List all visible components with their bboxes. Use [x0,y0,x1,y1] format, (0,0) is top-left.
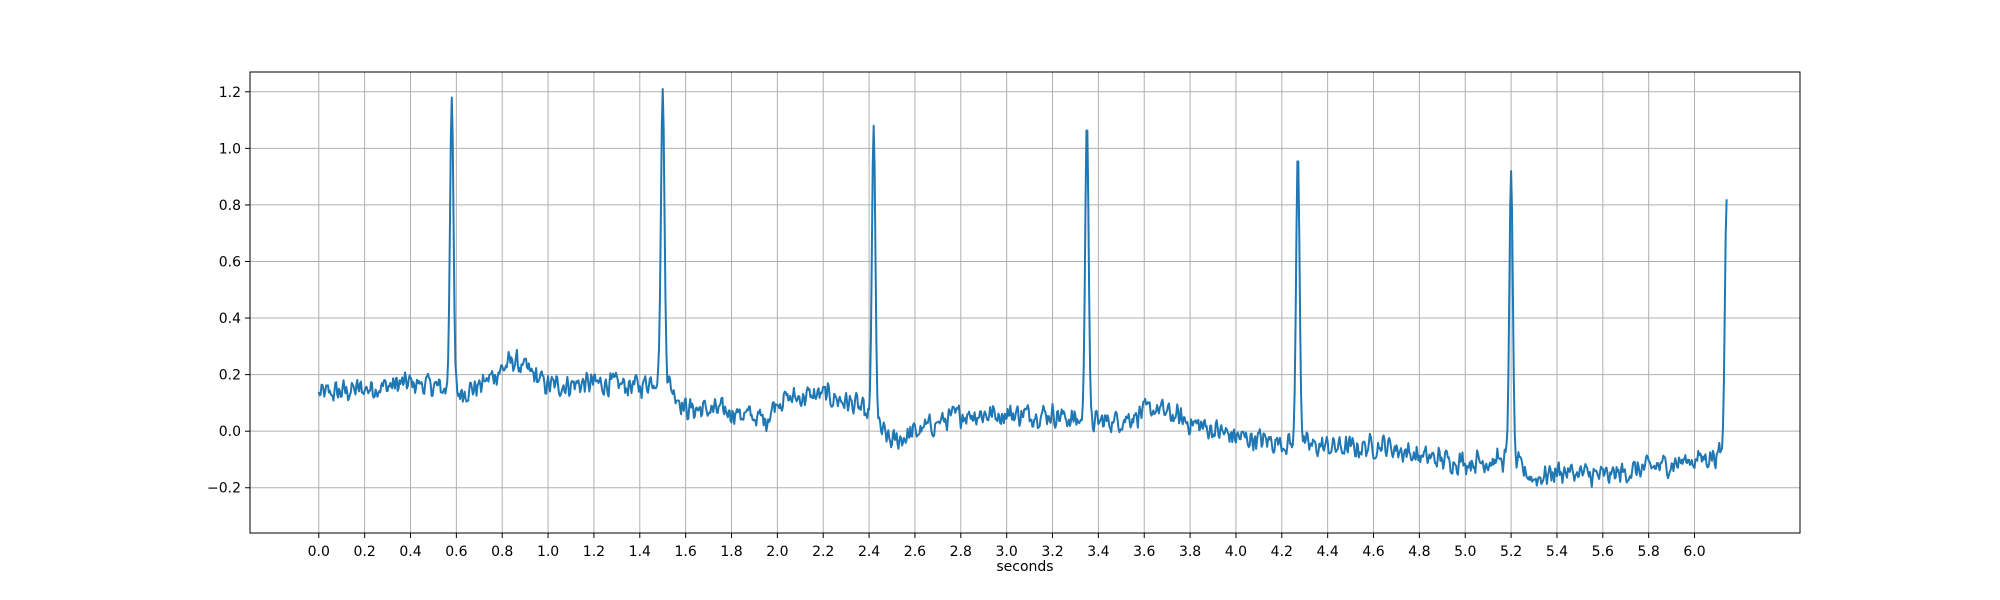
x-axis-label: seconds [996,559,1053,575]
y-tick-label: 1.0 [219,141,241,157]
x-tick-label: 3.2 [1041,544,1063,560]
x-tick-label: 5.4 [1546,544,1568,560]
y-tick-label: 0.6 [219,254,241,270]
x-tick-label: 4.0 [1225,544,1247,560]
x-tick-label: 1.8 [720,544,742,560]
x-tick-label: 1.4 [629,544,651,560]
x-tick-label: 5.8 [1638,544,1660,560]
x-tick-label: 4.8 [1408,544,1430,560]
x-tick-label: 3.0 [996,544,1018,560]
x-tick-label: 6.0 [1683,544,1705,560]
y-tick-label: −0.2 [207,481,241,497]
y-tick-label: 0.2 [219,368,241,384]
x-tick-label: 2.0 [766,544,788,560]
x-tick-label: 5.2 [1500,544,1522,560]
x-tick-label: 2.8 [950,544,972,560]
x-tick-label: 1.0 [537,544,559,560]
x-tick-label: 3.8 [1179,544,1201,560]
plot-frame [249,71,1801,534]
x-tick-label: 1.2 [583,544,605,560]
x-tick-label: 5.6 [1592,544,1614,560]
x-tick-label: 5.0 [1454,544,1476,560]
grid [250,72,1800,533]
axis-ticks: 0.0 0.2 0.4 0.6 0.8 1.0 1.2 1.4 1.6 1.8 2.0 2.2 2.4 2… [207,85,1706,560]
x-tick-label: 0.8 [491,544,513,560]
x-tick-label: 0.6 [445,544,467,560]
signal-line [317,87,1728,488]
x-tick-label: 4.6 [1362,544,1384,560]
y-tick-label: 0.0 [219,424,241,440]
x-tick-label: 2.2 [812,544,834,560]
plot-area [250,72,1800,533]
x-tick-label: 0.4 [399,544,421,560]
y-tick-label: 0.8 [219,198,241,214]
y-tick-label: 0.4 [219,311,241,327]
x-tick-label: 2.4 [858,544,880,560]
y-tick-label: 1.2 [219,85,241,101]
x-tick-label: 0.0 [308,544,330,560]
x-tick-label: 0.2 [354,544,376,560]
x-tick-label: 1.6 [675,544,697,560]
x-tick-label: 4.4 [1317,544,1339,560]
x-tick-label: 2.6 [904,544,926,560]
x-tick-label: 4.2 [1271,544,1293,560]
x-tick-label: 3.4 [1087,544,1109,560]
x-tick-label: 3.6 [1133,544,1155,560]
